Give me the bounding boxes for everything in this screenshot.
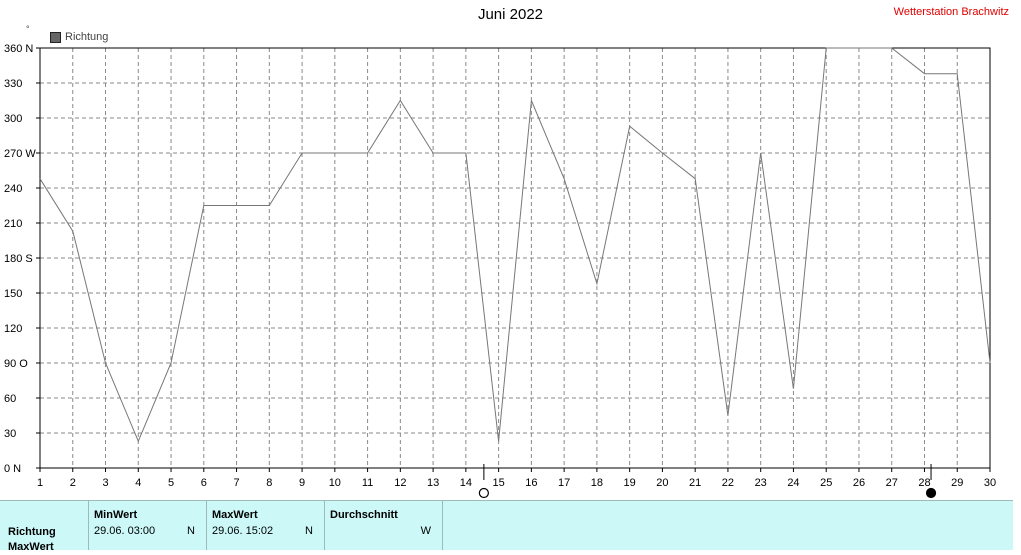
legend: Richtung bbox=[50, 31, 108, 43]
x-tick-label: 7 bbox=[233, 477, 239, 489]
y-tick-label: 330 bbox=[4, 78, 22, 90]
plot-frame bbox=[39, 47, 991, 469]
x-tick-label: 17 bbox=[558, 477, 570, 489]
minwert-unit: N bbox=[187, 525, 195, 537]
y-tick-label: 60 bbox=[4, 393, 16, 405]
x-tick-label: 10 bbox=[329, 477, 341, 489]
x-tick-label: 22 bbox=[722, 477, 734, 489]
y-tick-label: 270 W bbox=[4, 148, 36, 160]
y-tick-label: 240 bbox=[4, 183, 22, 195]
station-name: Wetterstation Brachwitz bbox=[893, 6, 1009, 18]
x-tick-label: 27 bbox=[886, 477, 898, 489]
x-tick-label: 15 bbox=[492, 477, 504, 489]
durchschnitt-unit: W bbox=[420, 525, 431, 537]
x-tick-label: 26 bbox=[853, 477, 865, 489]
x-tick-label: 28 bbox=[918, 477, 930, 489]
x-tick-label: 24 bbox=[787, 477, 799, 489]
y-tick-label: 300 bbox=[4, 113, 22, 125]
x-tick-label: 19 bbox=[624, 477, 636, 489]
row-label-direction: Richtung bbox=[8, 526, 56, 538]
table-col-minwert: MinWert 29.06. 03:00 N bbox=[88, 501, 206, 550]
x-tick-label: 30 bbox=[984, 477, 996, 489]
y-tick-label: 360 N bbox=[4, 43, 33, 55]
x-tick-label: 6 bbox=[201, 477, 207, 489]
y-tick-label: 210 bbox=[4, 218, 22, 230]
x-tick-label: 12 bbox=[394, 477, 406, 489]
series-line-richtung bbox=[39, 47, 991, 443]
durchschnitt-header: Durchschnitt bbox=[330, 509, 398, 521]
y-tick-label: 30 bbox=[4, 428, 16, 440]
x-tick-label: 20 bbox=[656, 477, 668, 489]
minwert-value: 29.06. 03:00 bbox=[94, 525, 156, 537]
table-col-durchschnitt: Durchschnitt W bbox=[324, 501, 443, 550]
new-moon-icon bbox=[925, 487, 937, 499]
x-tick-label: 9 bbox=[299, 477, 305, 489]
full-moon-icon bbox=[478, 487, 489, 499]
x-tick-label: 16 bbox=[525, 477, 537, 489]
x-tick-label: 2 bbox=[70, 477, 76, 489]
table-row-label: Richtung MaxWert bbox=[8, 525, 56, 555]
x-tick-label: 13 bbox=[427, 477, 439, 489]
maxwert-unit: N bbox=[305, 525, 313, 537]
y-tick-label: 90 O bbox=[4, 358, 28, 370]
x-tick-label: 29 bbox=[951, 477, 963, 489]
minwert-header: MinWert bbox=[94, 509, 138, 521]
y-tick-label: 120 bbox=[4, 323, 22, 335]
x-tick-label: 21 bbox=[689, 477, 701, 489]
chart-title: Juni 2022 bbox=[477, 6, 544, 23]
x-tick-label: 25 bbox=[820, 477, 832, 489]
y-tick-label: 0 N bbox=[4, 463, 21, 475]
y-axis-unit: ° bbox=[26, 24, 30, 34]
table-col-maxwert: MaxWert 29.06. 15:02 N bbox=[206, 501, 324, 550]
legend-swatch bbox=[50, 31, 61, 43]
x-tick-label: 3 bbox=[102, 477, 108, 489]
maxwert-header: MaxWert bbox=[212, 509, 258, 521]
x-tick-label: 23 bbox=[755, 477, 767, 489]
row-label-maxwert: MaxWert bbox=[8, 541, 54, 553]
y-tick-label: 150 bbox=[4, 288, 22, 300]
x-tick-label: 1 bbox=[37, 477, 43, 489]
x-tick-label: 14 bbox=[460, 477, 472, 489]
x-tick-label: 11 bbox=[362, 477, 373, 489]
maxwert-value: 29.06. 15:02 bbox=[212, 525, 274, 537]
x-tick-label: 5 bbox=[168, 477, 174, 489]
summary-table: Richtung MaxWert MinWert 29.06. 03:00 N … bbox=[0, 500, 1013, 553]
y-tick-label: 180 S bbox=[4, 253, 33, 265]
x-tick-label: 4 bbox=[135, 477, 141, 489]
x-tick-label: 18 bbox=[591, 477, 603, 489]
x-tick-label: 8 bbox=[266, 477, 272, 489]
legend-label: Richtung bbox=[65, 31, 109, 43]
